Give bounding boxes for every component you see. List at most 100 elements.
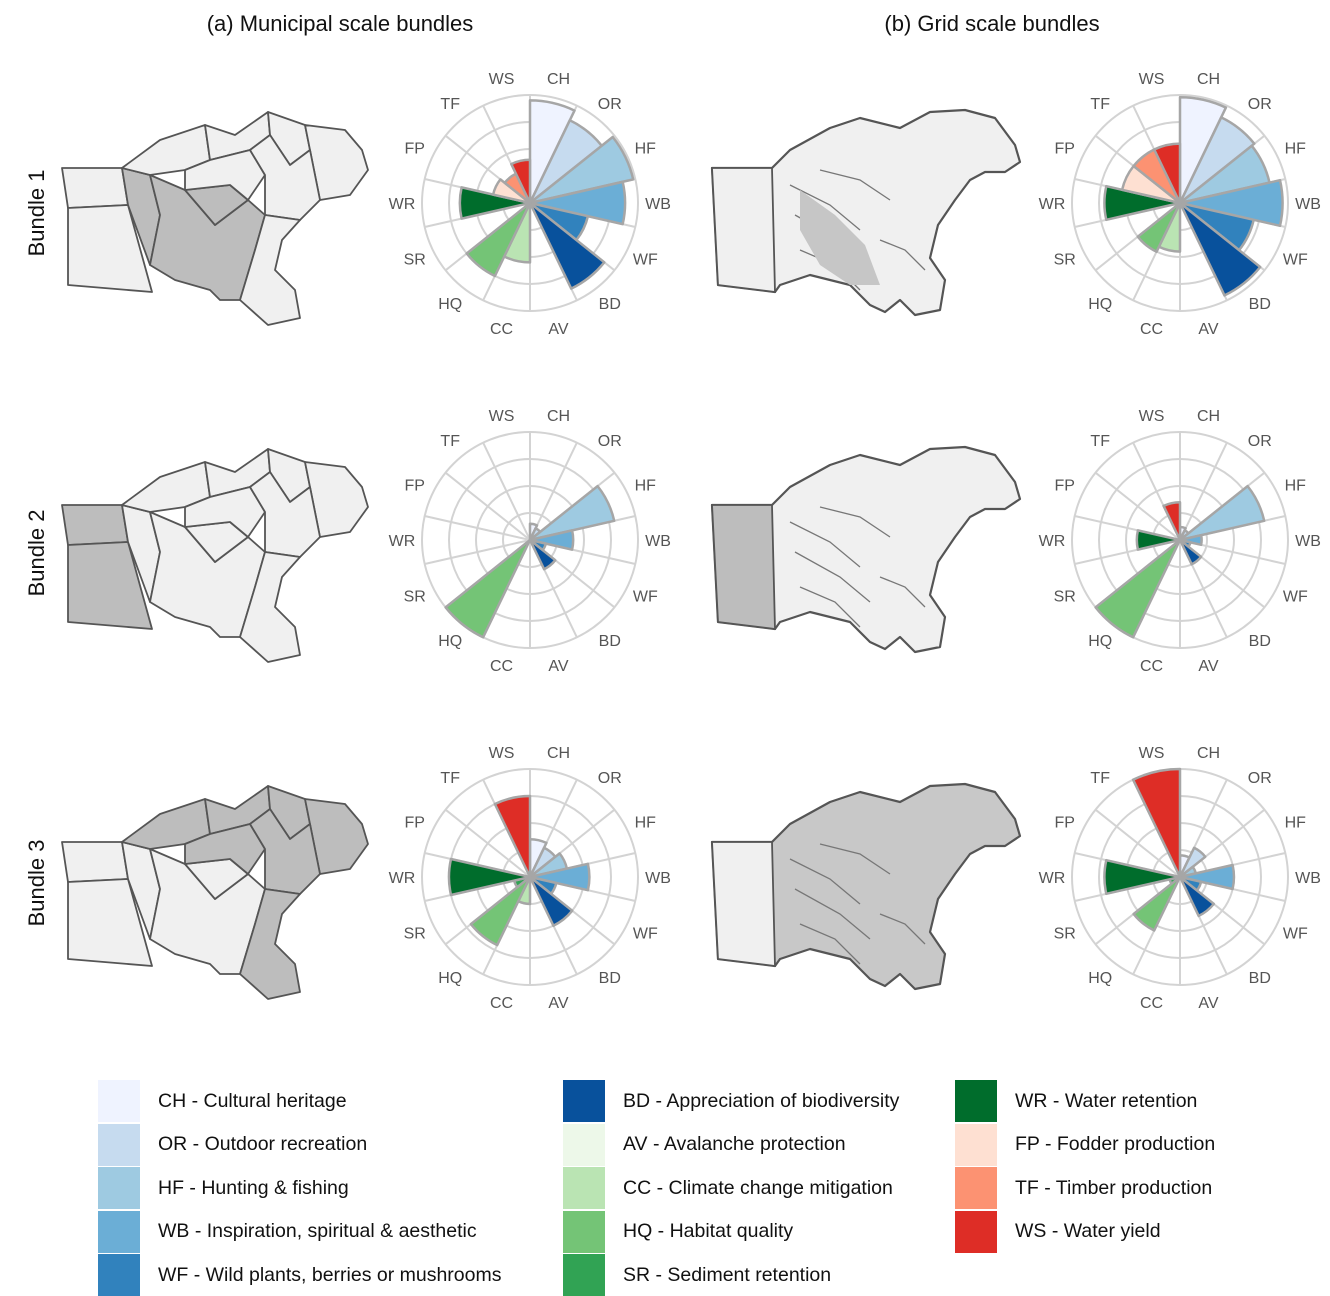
- legend-item-av: AV - Avalanche protection: [563, 1123, 846, 1166]
- axis-label-WS: WS: [489, 745, 515, 762]
- axis-label-CH: CH: [1197, 745, 1220, 762]
- bar-HF: [1178, 484, 1266, 542]
- axis-label-SR: SR: [1054, 926, 1076, 943]
- legend-label: FP - Fodder production: [1015, 1133, 1216, 1155]
- fjord-line: [799, 923, 861, 965]
- grid-spoke: [424, 539, 531, 566]
- polar-chart-5: CH OR HF WB WF BD AV CC HQ SR WR FP TF WS: [389, 745, 671, 1012]
- axis-label-WR: WR: [1039, 533, 1066, 550]
- axis-label-SR: SR: [404, 589, 426, 606]
- axis-label-WB: WB: [645, 196, 671, 213]
- axis-label-AV: AV: [1198, 321, 1218, 338]
- legend-item-wr: WR - Water retention: [955, 1080, 1197, 1122]
- axis-label-CC: CC: [490, 321, 513, 338]
- axis-label-HF: HF: [1285, 141, 1307, 158]
- grid-spoke: [1094, 808, 1181, 878]
- row-label-bundle-1: Bundle 1: [24, 170, 49, 257]
- municipality-west-south: [67, 878, 153, 967]
- axis-label-WF: WF: [1283, 589, 1308, 606]
- legend-swatch: [98, 1167, 140, 1209]
- legend-swatch: [955, 1210, 997, 1253]
- polar-chart-3: CH OR HF WB WF BD AV CC HQ SR WR FP TF WS: [389, 408, 671, 675]
- grid-map-bundle-1: [710, 108, 1022, 317]
- bar-HF: [528, 484, 616, 542]
- legend-label: BD - Appreciation of biodiversity: [623, 1089, 900, 1112]
- bar-BD: [528, 875, 574, 927]
- legend-label: CH - Cultural heritage: [158, 1089, 347, 1112]
- axis-label-TF: TF: [440, 770, 460, 787]
- bundle-figure: (a) Municipal scale bundles (b) Grid sca…: [24, 11, 1321, 1012]
- legend-swatch: [563, 1080, 605, 1122]
- axis-label-WS: WS: [489, 71, 515, 88]
- bar-BD: [1178, 201, 1262, 297]
- axis-label-CH: CH: [1197, 408, 1220, 425]
- axis-label-OR: OR: [598, 96, 622, 113]
- legend-label: AV - Avalanche protection: [623, 1133, 846, 1155]
- municipal-map-bundle-3: [61, 785, 369, 1000]
- axis-label-BD: BD: [1249, 970, 1271, 987]
- axis-label-CH: CH: [547, 745, 570, 762]
- axis-label-HF: HF: [635, 815, 657, 832]
- polar-chart-1: CH OR HF WB WF BD AV CC HQ SR WR FP TF WS: [389, 71, 671, 338]
- panel-title-grid: (b) Grid scale bundles: [884, 11, 1099, 36]
- grid-map-bundle-3: [710, 782, 1022, 991]
- bar-WR: [458, 186, 532, 220]
- fjord-line: [819, 506, 891, 538]
- bar-WR: [1103, 184, 1182, 222]
- axis-label-HQ: HQ: [1088, 633, 1112, 650]
- legend-swatch: [563, 1123, 605, 1166]
- axis-label-BD: BD: [599, 970, 621, 987]
- bar-HQ: [1132, 875, 1182, 932]
- axis-label-AV: AV: [548, 321, 568, 338]
- legend-label: WS - Water yield: [1015, 1220, 1161, 1242]
- legend-label: SR - Sediment retention: [623, 1263, 832, 1286]
- bar-HQ: [469, 875, 532, 947]
- legend-swatch: [98, 1210, 140, 1253]
- legend-label: OR - Outdoor recreation: [158, 1133, 368, 1155]
- municipality-east-mid: [249, 808, 321, 895]
- bar-WB: [1178, 863, 1236, 891]
- axis-label-WR: WR: [389, 870, 416, 887]
- axis-label-HQ: HQ: [438, 296, 462, 313]
- legend-swatch: [955, 1167, 997, 1209]
- fjord-line: [799, 586, 861, 628]
- bar-HQ: [465, 201, 532, 278]
- axis-label-WB: WB: [645, 533, 671, 550]
- grid-map-bundle-2: [710, 445, 1022, 654]
- polar-chart-6: CH OR HF WB WF BD AV CC HQ SR WR FP TF WS: [1039, 745, 1321, 1012]
- bar-WS: [1162, 500, 1182, 542]
- grid-spoke: [1179, 442, 1228, 541]
- legend-item-sr: SR - Sediment retention: [563, 1254, 831, 1296]
- legend-label: WF - Wild plants, berries or mushrooms: [158, 1263, 502, 1286]
- legend-item-or: OR - Outdoor recreation: [98, 1123, 368, 1166]
- legend-item-bd: BD - Appreciation of biodiversity: [563, 1080, 899, 1122]
- row-label-bundle-3: Bundle 3: [24, 840, 49, 927]
- bar-WS: [493, 794, 532, 879]
- municipality-east-mid: [249, 134, 321, 221]
- legend-label: CC - Climate change mitigation: [623, 1176, 893, 1199]
- bar-HQ: [1136, 201, 1182, 253]
- axis-label-CC: CC: [490, 658, 513, 675]
- axis-label-HQ: HQ: [1088, 296, 1112, 313]
- legend-item-hq: HQ - Habitat quality: [563, 1210, 794, 1253]
- axis-label-FP: FP: [1054, 141, 1074, 158]
- axis-label-CC: CC: [1140, 658, 1163, 675]
- polar-chart-4: CH OR HF WB WF BD AV CC HQ SR WR FP TF WS: [1039, 408, 1321, 675]
- axis-label-WF: WF: [633, 926, 658, 943]
- legend-item-ch: CH - Cultural heritage: [98, 1080, 347, 1122]
- axis-label-HQ: HQ: [1088, 970, 1112, 987]
- legend-label: HQ - Habitat quality: [623, 1220, 794, 1242]
- grid-spoke: [424, 514, 531, 541]
- axis-label-OR: OR: [1248, 770, 1272, 787]
- axis-label-WS: WS: [1139, 745, 1165, 762]
- axis-label-WF: WF: [1283, 252, 1308, 269]
- bar-WR: [1103, 858, 1182, 896]
- axis-label-WF: WF: [1283, 926, 1308, 943]
- grid-cells-highlight: [800, 190, 880, 285]
- bar-WB: [1178, 533, 1203, 547]
- axis-label-AV: AV: [1198, 995, 1218, 1012]
- municipality-west-north: [61, 841, 129, 883]
- axis-label-CH: CH: [547, 408, 570, 425]
- axis-label-WF: WF: [633, 589, 658, 606]
- axis-label-CC: CC: [490, 995, 513, 1012]
